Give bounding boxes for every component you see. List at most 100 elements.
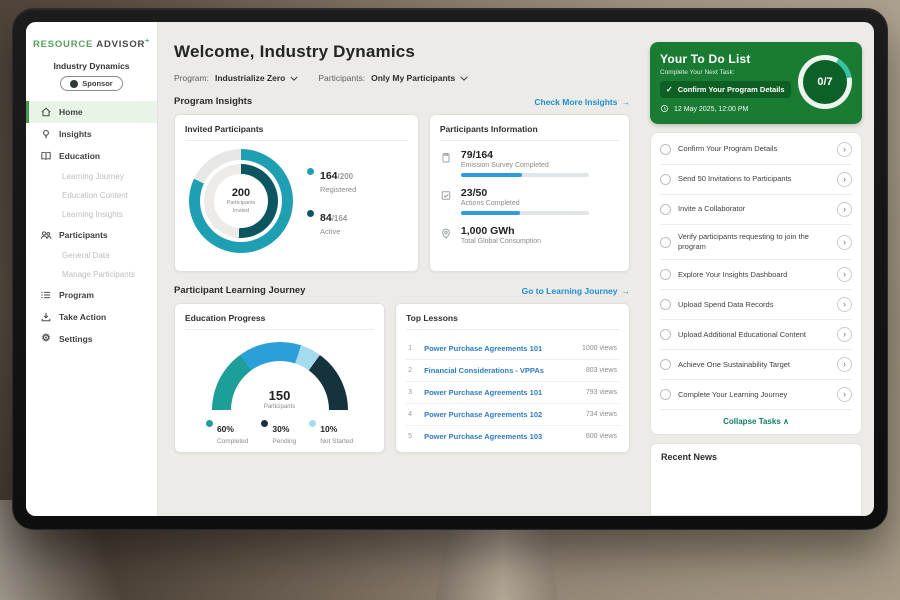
legend-dot xyxy=(261,420,269,427)
task-checkbox[interactable] xyxy=(660,174,671,185)
lesson-views: 793 views xyxy=(585,389,617,396)
task-chevron-icon[interactable]: › xyxy=(837,297,852,313)
legend-value: 164 xyxy=(320,170,338,182)
legend-item-pending: 30% Pending xyxy=(261,419,296,445)
sidebar-item-learning-insights[interactable]: Learning Insights xyxy=(26,205,157,224)
lesson-title-link[interactable]: Power Purchase Agreements 101 xyxy=(424,344,543,353)
gear-icon: ⚙ xyxy=(41,333,51,345)
logo-primary: RESOURCE xyxy=(32,39,94,51)
sidebar-item-learning-journey[interactable]: Learning Journey xyxy=(26,167,157,186)
stat-value: 23/50 xyxy=(460,187,488,199)
legend-item-completed: 60% Completed xyxy=(205,419,248,445)
go-to-learning-journey-link[interactable]: Go to Learning Journey → xyxy=(522,286,630,296)
logo-plus: + xyxy=(145,38,151,45)
sidebar-item-label: Settings xyxy=(59,334,93,345)
task-row[interactable]: Confirm Your Program Details › xyxy=(660,135,852,165)
task-chevron-icon[interactable]: › xyxy=(837,142,852,157)
task-row[interactable]: Upload Additional Educational Content › xyxy=(660,320,852,351)
legend-total: /200 xyxy=(337,172,354,181)
task-label: Confirm Your Program Details xyxy=(678,144,778,154)
task-checkbox[interactable] xyxy=(660,359,671,371)
lightbulb-icon xyxy=(40,128,52,140)
task-row[interactable]: Upload Spend Data Records › xyxy=(660,290,852,321)
sidebar-item-take-action[interactable]: Take Action xyxy=(26,306,157,328)
todo-due-text: 12 May 2025, 12:00 PM xyxy=(674,106,749,113)
gauge-legend: 60% Completed 30% Pending xyxy=(205,419,353,445)
sidebar-item-home[interactable]: Home xyxy=(26,101,157,124)
donut-center-value: 200 xyxy=(231,187,251,200)
task-checkbox[interactable] xyxy=(660,204,671,215)
learning-journey-header: Participant Learning Journey Go to Learn… xyxy=(174,285,630,296)
task-checkbox[interactable] xyxy=(660,389,671,401)
lesson-title-link[interactable]: Power Purchase Agreements 103 xyxy=(424,432,543,441)
lesson-row: 1 Power Purchase Agreements 101 1000 vie… xyxy=(406,338,619,360)
sidebar-item-label: Education Content xyxy=(62,191,128,201)
participants-dropdown[interactable]: Only My Participants xyxy=(371,73,468,83)
sidebar-item-insights[interactable]: Insights xyxy=(26,123,157,145)
task-label: Verify participants requesting to join t… xyxy=(678,232,809,252)
task-chevron-icon[interactable]: › xyxy=(837,267,852,283)
progress-bar xyxy=(460,173,589,177)
app-logo: RESOURCE ADVISOR+ xyxy=(26,38,157,50)
legend-item-not-started: 10% Not Started xyxy=(309,419,353,445)
section-title: Program Insights xyxy=(174,96,253,107)
program-insights-header: Program Insights Check More Insights → xyxy=(174,96,630,107)
task-chevron-icon[interactable]: › xyxy=(837,357,852,373)
legend-pct: 30% xyxy=(272,424,290,434)
sidebar-item-settings[interactable]: ⚙ Settings xyxy=(26,328,157,350)
top-lessons-card: Top Lessons 1 Power Purchase Agreements … xyxy=(395,303,630,453)
task-chevron-icon[interactable]: › xyxy=(837,387,852,403)
gauge-label: Participants xyxy=(263,404,296,410)
task-row[interactable]: Achieve One Sustainability Target › xyxy=(660,350,852,381)
todo-title: Your To Do List xyxy=(660,52,751,66)
task-chevron-icon[interactable]: › xyxy=(837,234,852,250)
sidebar-item-label: Participants xyxy=(59,230,108,241)
task-checkbox[interactable] xyxy=(660,299,671,311)
legend-pct: 10% xyxy=(320,424,338,434)
task-chevron-icon[interactable]: › xyxy=(837,172,852,187)
task-row[interactable]: Explore Your Insights Dashboard › xyxy=(660,260,852,291)
task-label: Achieve One Sustainability Target xyxy=(678,359,791,369)
task-chevron-icon[interactable]: › xyxy=(837,327,852,343)
task-row[interactable]: Send 50 Invitations to Participants › xyxy=(660,165,852,195)
card-title: Invited Participants xyxy=(185,124,408,141)
legend-total: /164 xyxy=(331,214,348,223)
collapse-tasks-link[interactable]: Collapse Tasks ∧ xyxy=(660,410,852,431)
list-icon xyxy=(40,289,52,301)
sidebar-item-general-data[interactable]: General Data xyxy=(26,246,157,265)
todo-next-task[interactable]: ✓ Confirm Your Program Details xyxy=(660,81,791,98)
task-row[interactable]: Invite a Collaborator › xyxy=(660,195,852,225)
task-row[interactable]: Verify participants requesting to join t… xyxy=(660,225,852,261)
clipboard-icon xyxy=(440,151,453,164)
sidebar-item-program[interactable]: Program xyxy=(26,284,157,306)
task-row[interactable]: Complete Your Learning Journey › xyxy=(660,380,852,411)
legend-value: 84 xyxy=(320,212,332,224)
task-chevron-icon[interactable]: › xyxy=(837,202,852,217)
sidebar-item-manage-participants[interactable]: Manage Participants xyxy=(26,265,157,284)
todo-panel: Your To Do List Complete Your Next Task:… xyxy=(642,22,874,516)
lesson-title-link[interactable]: Power Purchase Agreements 102 xyxy=(424,410,543,419)
participants-dropdown-value: Only My Participants xyxy=(371,73,456,83)
task-checkbox[interactable] xyxy=(660,144,671,155)
participants-filter-label: Participants: xyxy=(318,73,366,83)
stat-actions-completed: 23/50 Actions Completed xyxy=(440,187,619,215)
program-dropdown[interactable]: Industrialize Zero xyxy=(215,73,298,83)
monitor-stand xyxy=(436,524,558,600)
legend-item-registered: 164/200 Registered xyxy=(307,166,356,194)
lesson-title-link[interactable]: Power Purchase Agreements 101 xyxy=(424,388,543,397)
lesson-title-link[interactable]: Financial Considerations - VPPAs xyxy=(424,366,544,375)
task-checkbox[interactable] xyxy=(660,236,671,248)
sidebar-item-label: Program xyxy=(59,290,94,301)
sponsor-badge[interactable]: Sponsor xyxy=(60,76,123,92)
sidebar-item-participants[interactable]: Participants xyxy=(26,224,157,246)
task-checkbox[interactable] xyxy=(660,329,671,341)
task-label: Explore Your Insights Dashboard xyxy=(678,269,788,279)
stat-label: Actions Completed xyxy=(460,200,520,207)
legend-label: Registered xyxy=(320,185,357,194)
task-label: Upload Additional Educational Content xyxy=(678,329,807,339)
sidebar-item-education-content[interactable]: Education Content xyxy=(26,186,157,205)
check-more-insights-link[interactable]: Check More Insights → xyxy=(534,97,630,107)
task-checkbox[interactable] xyxy=(660,269,671,281)
sidebar-item-education[interactable]: Education xyxy=(26,145,157,167)
lesson-rank: 5 xyxy=(408,433,412,440)
